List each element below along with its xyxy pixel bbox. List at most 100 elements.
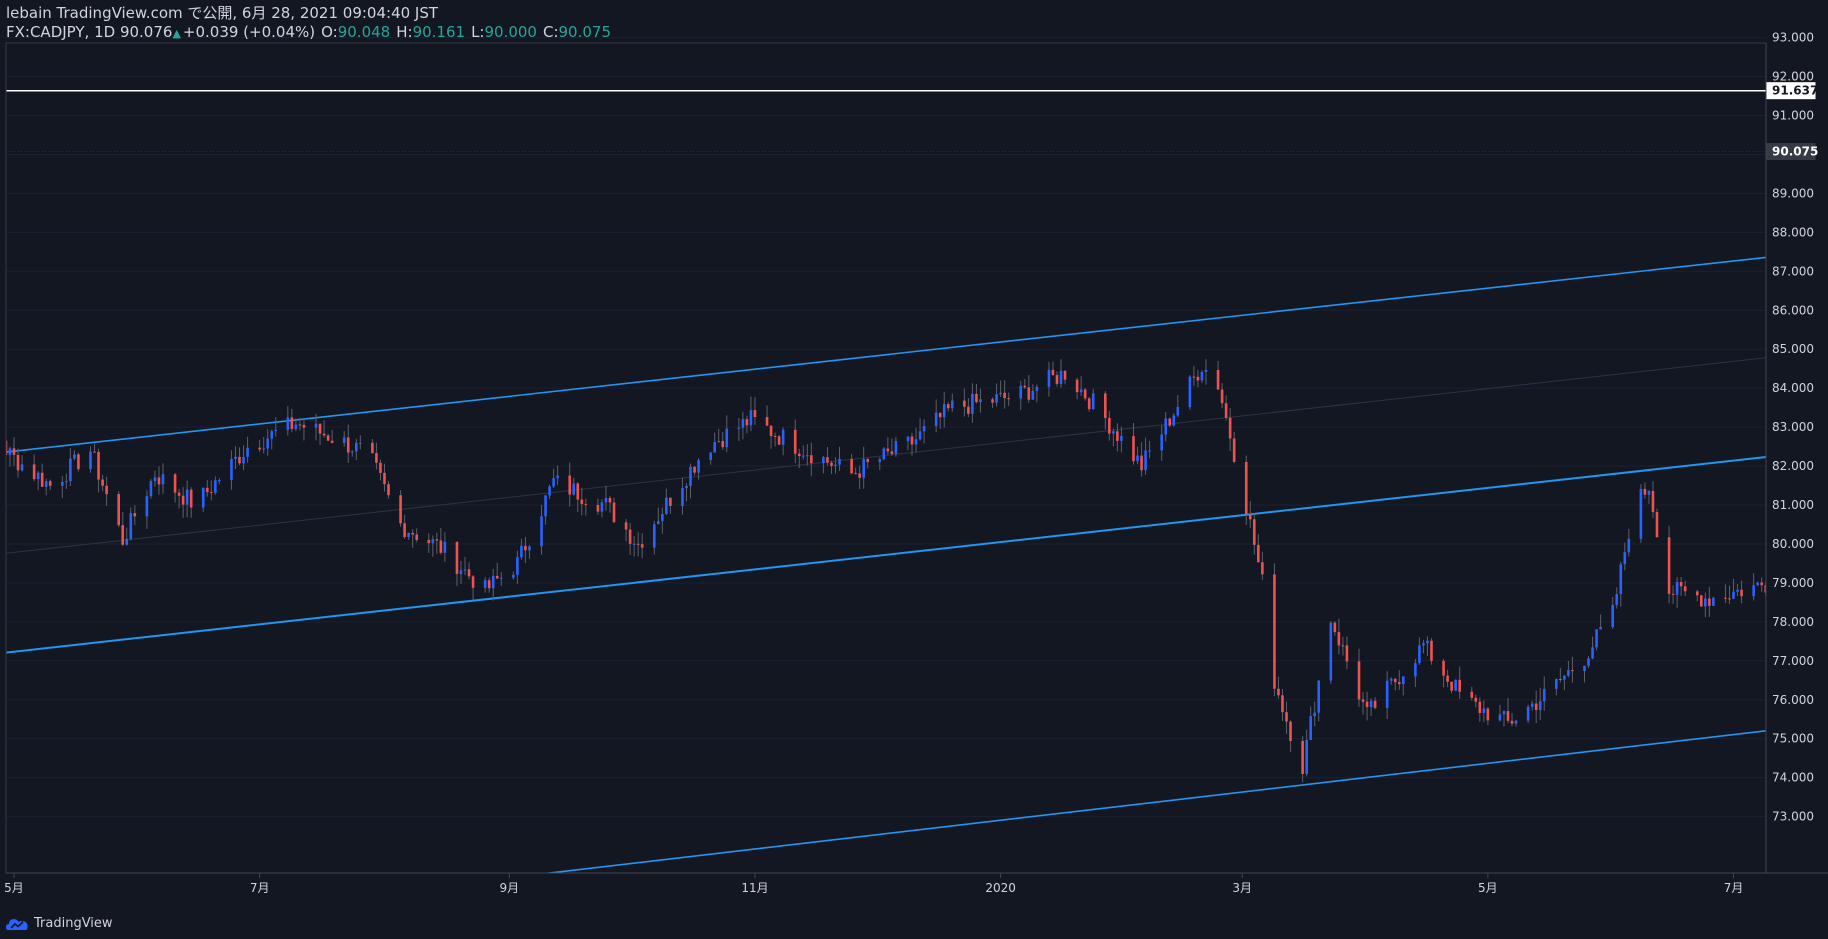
candle-body[interactable]	[1317, 680, 1321, 713]
candle-body[interactable]	[173, 474, 177, 493]
candle-body[interactable]	[938, 412, 942, 418]
candle-body[interactable]	[975, 393, 978, 403]
candle-body[interactable]	[314, 423, 318, 428]
candle-body[interactable]	[1373, 700, 1377, 708]
candle-body[interactable]	[298, 424, 302, 426]
candle-body[interactable]	[1530, 703, 1534, 707]
candle-body[interactable]	[604, 497, 608, 503]
candle-body[interactable]	[1397, 682, 1401, 685]
candle-body[interactable]	[499, 577, 503, 579]
candle-body[interactable]	[685, 485, 688, 489]
candle-body[interactable]	[1216, 369, 1220, 390]
candle-body[interactable]	[628, 529, 632, 544]
candle-body[interactable]	[1704, 598, 1707, 607]
candle-body[interactable]	[1112, 431, 1115, 434]
candle-body[interactable]	[886, 448, 890, 452]
candle-body[interactable]	[1563, 675, 1566, 680]
candle-body[interactable]	[1538, 701, 1542, 710]
candle-body[interactable]	[1724, 597, 1727, 599]
candle-body[interactable]	[16, 454, 20, 471]
candle-body[interactable]	[1482, 708, 1486, 714]
candle-body[interactable]	[1430, 640, 1433, 661]
candle-body[interactable]	[12, 448, 16, 455]
candle-body[interactable]	[189, 489, 193, 508]
candle-body[interactable]	[914, 439, 918, 445]
candle-body[interactable]	[991, 399, 994, 403]
candle-body[interactable]	[1655, 512, 1659, 538]
candle-body[interactable]	[1708, 598, 1711, 606]
candle-body[interactable]	[1192, 376, 1196, 378]
candle-body[interactable]	[741, 419, 745, 428]
candle-body[interactable]	[1200, 371, 1204, 381]
candle-body[interactable]	[1699, 595, 1703, 607]
candle-body[interactable]	[1559, 678, 1562, 680]
candle-body[interactable]	[1611, 604, 1615, 627]
candle-body[interactable]	[205, 487, 209, 493]
candle-body[interactable]	[48, 481, 52, 486]
candle-body[interactable]	[1474, 697, 1478, 702]
candle-body[interactable]	[793, 429, 797, 454]
candle-body[interactable]	[467, 569, 471, 577]
candle-body[interactable]	[1309, 716, 1312, 740]
candle-body[interactable]	[713, 442, 716, 453]
candle-body[interactable]	[520, 545, 523, 558]
candle-body[interactable]	[1313, 712, 1317, 717]
candle-body[interactable]	[979, 399, 982, 403]
candle-body[interactable]	[1426, 640, 1429, 644]
candle-body[interactable]	[1289, 721, 1292, 741]
candle-body[interactable]	[950, 400, 954, 409]
candle-body[interactable]	[1418, 645, 1421, 664]
candle-body[interactable]	[1244, 461, 1248, 515]
candle-body[interactable]	[866, 459, 870, 463]
candle-body[interactable]	[584, 504, 588, 506]
candle-body[interactable]	[556, 475, 559, 479]
candle-body[interactable]	[427, 539, 431, 544]
candle-body[interactable]	[580, 499, 584, 505]
candle-body[interactable]	[632, 543, 636, 545]
candle-body[interactable]	[1526, 706, 1530, 721]
candle-body[interactable]	[528, 546, 531, 551]
candle-body[interactable]	[1047, 369, 1051, 387]
candle-body[interactable]	[326, 435, 330, 441]
footer-brand[interactable]: TradingView	[6, 916, 113, 931]
candle-body[interactable]	[105, 485, 108, 495]
candle-body[interactable]	[1277, 688, 1280, 696]
candle-body[interactable]	[161, 474, 165, 485]
candle-body[interactable]	[491, 575, 495, 589]
candle-body[interactable]	[1253, 519, 1256, 545]
candle-body[interactable]	[524, 545, 527, 551]
candle-body[interactable]	[1740, 589, 1743, 597]
candle-body[interactable]	[322, 433, 326, 436]
candle-body[interactable]	[810, 455, 813, 464]
candle-body[interactable]	[290, 417, 294, 429]
candle-body[interactable]	[963, 400, 966, 407]
candle-body[interactable]	[697, 460, 700, 473]
candle-body[interactable]	[242, 456, 245, 464]
candle-body[interactable]	[1104, 393, 1107, 418]
candle-body[interactable]	[1599, 626, 1602, 630]
candle-body[interactable]	[1285, 712, 1288, 722]
candle-body[interactable]	[1176, 407, 1180, 416]
candle-body[interactable]	[657, 521, 660, 525]
candle-body[interactable]	[552, 478, 555, 487]
candle-body[interactable]	[177, 492, 181, 496]
candle-body[interactable]	[769, 425, 773, 436]
candle-body[interactable]	[117, 494, 121, 526]
candle-body[interactable]	[999, 392, 1002, 395]
candle-body[interactable]	[890, 451, 894, 454]
candle-body[interactable]	[548, 486, 551, 496]
candle-body[interactable]	[1301, 740, 1304, 774]
candle-body[interactable]	[995, 394, 998, 403]
candle-body[interactable]	[129, 513, 133, 539]
candle-body[interactable]	[101, 479, 104, 486]
candle-body[interactable]	[8, 448, 12, 456]
candle-body[interactable]	[415, 534, 418, 540]
candle-body[interactable]	[1385, 680, 1389, 708]
candle-body[interactable]	[882, 448, 886, 460]
candle-body[interactable]	[661, 513, 664, 522]
candle-body[interactable]	[1003, 392, 1006, 399]
candle-body[interactable]	[1478, 701, 1482, 714]
candle-body[interactable]	[1442, 660, 1445, 676]
candle-body[interactable]	[1337, 632, 1341, 646]
channel-line-upper[interactable]	[0, 51, 1828, 458]
